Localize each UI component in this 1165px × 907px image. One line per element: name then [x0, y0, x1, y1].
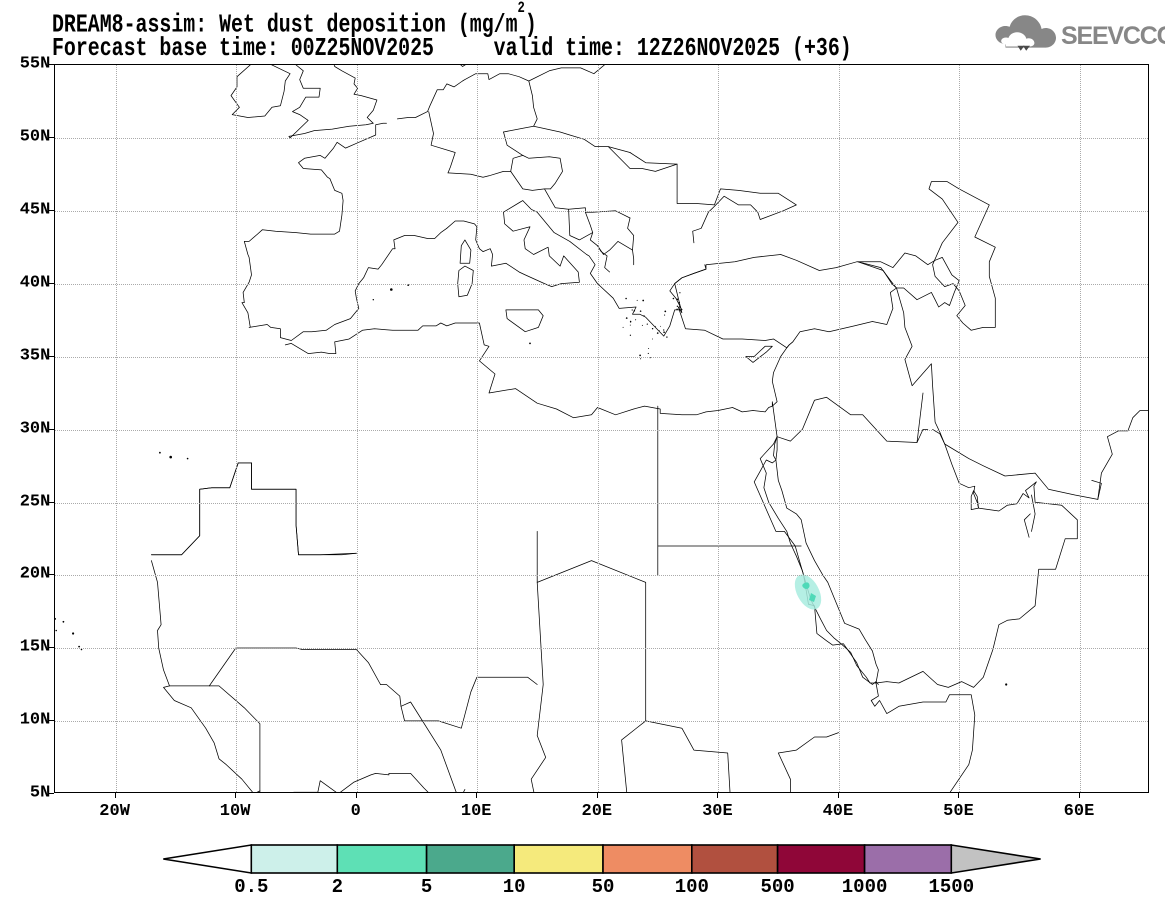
svg-text:5: 5 [421, 876, 432, 898]
svg-text:50: 50 [592, 876, 615, 898]
svg-text:SEEVCCC: SEEVCCC [1061, 22, 1165, 50]
svg-text:100: 100 [675, 876, 709, 898]
svg-text:500: 500 [760, 876, 794, 898]
svg-text:0.5: 0.5 [234, 876, 268, 898]
svg-text:1500: 1500 [928, 876, 974, 898]
svg-text:2: 2 [332, 876, 343, 898]
svg-text:10: 10 [503, 876, 526, 898]
svg-text:1000: 1000 [842, 876, 888, 898]
